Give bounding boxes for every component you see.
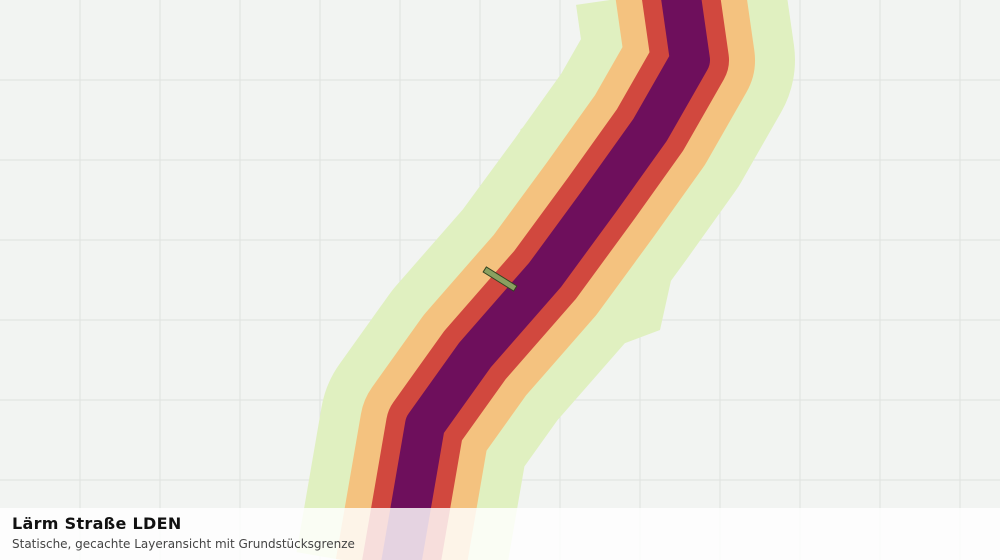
parcel bbox=[482, 266, 518, 292]
legend-panel: Lärm Straße LDEN Statische, gecachte Lay… bbox=[0, 508, 1000, 560]
noise-bands bbox=[296, 0, 795, 560]
band-very-high bbox=[381, 0, 710, 560]
layer-subtitle: Statische, gecachte Layeransicht mit Gru… bbox=[12, 537, 355, 551]
layer-title: Lärm Straße LDEN bbox=[12, 514, 182, 533]
